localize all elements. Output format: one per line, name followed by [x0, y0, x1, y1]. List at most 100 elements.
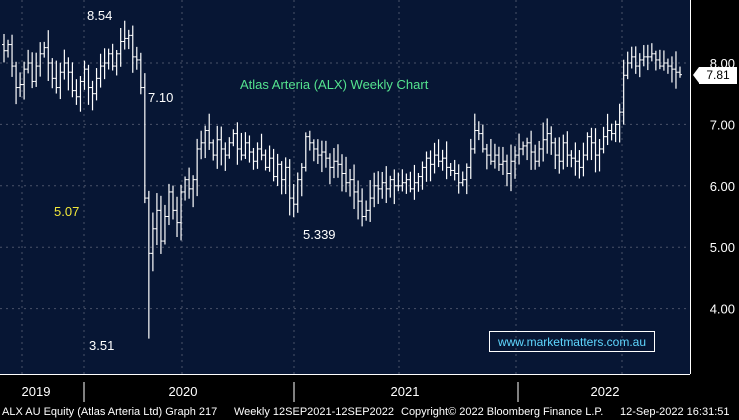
ohlc-bar — [500, 146, 505, 175]
footer-bar: ALX AU Equity (Atlas Arteria Ltd) Graph … — [0, 404, 739, 420]
ohlc-bar — [162, 204, 167, 245]
ohlc-bar — [404, 173, 409, 194]
chart-title: Atlas Arteria (ALX) Weekly Chart — [240, 77, 429, 92]
ohlc-bar — [175, 196, 180, 238]
ohlc-bar — [597, 138, 602, 172]
ohlc-bar — [557, 137, 562, 174]
ohlc-bar — [388, 175, 393, 198]
ohlc-bar — [171, 185, 175, 220]
ohlc-bar — [102, 48, 107, 80]
ohlc-bar — [295, 172, 300, 213]
ohlc-bar — [46, 30, 51, 81]
ohlc-bar — [621, 59, 626, 125]
ohlc-bar — [2, 33, 6, 63]
x-tick-label: 2021 — [391, 384, 420, 399]
ohlc-bar — [267, 145, 272, 172]
watermark-link[interactable]: www.marketmatters.com.au — [489, 331, 655, 352]
ohlc-bar — [130, 25, 135, 73]
ohlc-bar — [509, 144, 513, 192]
ohlc-bar — [327, 153, 332, 185]
last-price-tag: 7.81 — [693, 67, 737, 84]
annotation-covid-low: 3.51 — [89, 338, 115, 353]
annotation-2020-low: 5.339 — [303, 227, 336, 242]
ohlc-bar — [444, 141, 449, 180]
footer-range: Weekly 12SEP2021-12SEP2022 — [234, 406, 395, 418]
ohlc-bar — [589, 127, 594, 161]
ohlc-bar — [420, 161, 425, 190]
ohlc-bar — [368, 180, 373, 222]
ohlc-bar — [271, 148, 276, 182]
ohlc-bar — [641, 45, 646, 67]
ohlc-bar — [62, 49, 67, 80]
footer-copyright: Copyright© 2022 Bloomberg Finance L.P. — [401, 406, 604, 418]
ohlc-bar — [637, 53, 642, 78]
ohlc-bar — [428, 150, 433, 182]
ohlc-bar — [513, 146, 518, 179]
ohlc-bar — [348, 168, 353, 197]
ohlc-bar — [26, 49, 31, 74]
ohlc-bar — [529, 130, 534, 170]
ohlc-bar — [251, 147, 256, 170]
ohlc-bar — [384, 166, 389, 204]
ohlc-bar — [488, 138, 493, 165]
ohlc-bar — [553, 137, 558, 170]
ohlc-bar — [331, 148, 336, 179]
ohlc-bar — [199, 130, 204, 160]
ohlc-bar — [215, 125, 220, 169]
ohlc-bar — [408, 171, 413, 193]
ohlc-bar — [573, 142, 578, 176]
annotation-2020-rebound: 7.10 — [148, 90, 174, 105]
ohlc-bar — [400, 169, 405, 192]
x-tick-label: 2019 — [22, 384, 51, 399]
ohlc-bar — [581, 142, 586, 177]
ohlc-bar — [340, 154, 344, 192]
ohlc-bar — [78, 75, 83, 112]
ohlc-bar — [424, 151, 429, 182]
ohlc-bar — [360, 188, 365, 227]
ohlc-bar — [223, 142, 228, 171]
ohlc-bar — [279, 161, 284, 195]
ohlc-bar — [565, 131, 570, 167]
ohlc-bar — [183, 176, 188, 201]
x-axis-band — [0, 374, 690, 404]
ohlc-bar — [577, 150, 582, 179]
ohlc-bar — [235, 122, 240, 165]
ohlc-bar — [138, 52, 143, 95]
ohlc-bar — [259, 133, 264, 161]
ohlc-bar — [537, 140, 542, 167]
ohlc-bar — [633, 46, 638, 74]
ohlc-bar — [372, 172, 377, 208]
ohlc-bar — [416, 172, 421, 192]
ohlc-bar — [191, 175, 196, 208]
ohlc-bar — [517, 133, 522, 165]
ohlc-bar — [275, 153, 280, 187]
ohlc-bar — [146, 190, 151, 339]
ohlc-bar — [126, 29, 131, 50]
ohlc-bar — [653, 50, 658, 71]
ohlc-bar — [187, 167, 192, 199]
ohlc-bar — [243, 132, 248, 159]
ohlc-bar — [545, 118, 550, 154]
ohlc-bar — [613, 120, 618, 143]
ohlc-bar — [504, 154, 509, 187]
ohlc-bar — [585, 132, 590, 161]
ohlc-bar — [38, 42, 43, 77]
ohlc-bar — [231, 129, 236, 147]
ohlc-bar — [106, 48, 111, 70]
ohlc-bar — [42, 41, 47, 58]
ohlc-bar — [247, 135, 252, 163]
ohlc-bar — [549, 126, 554, 155]
ohlc-bar — [122, 20, 127, 50]
ohlc-bar — [34, 52, 39, 87]
ohlc-bar — [307, 130, 312, 151]
ohlc-bar — [219, 126, 224, 166]
ohlc-bars — [2, 20, 682, 339]
ohlc-bar — [6, 39, 11, 58]
ohlc-bar — [14, 61, 19, 105]
ohlc-bar — [22, 61, 27, 100]
footer-security: ALX AU Equity (Atlas Arteria Ltd) Graph … — [2, 406, 218, 418]
ohlc-bar — [195, 138, 200, 197]
ohlc-bar — [521, 141, 526, 156]
ohlc-bar — [58, 62, 63, 100]
